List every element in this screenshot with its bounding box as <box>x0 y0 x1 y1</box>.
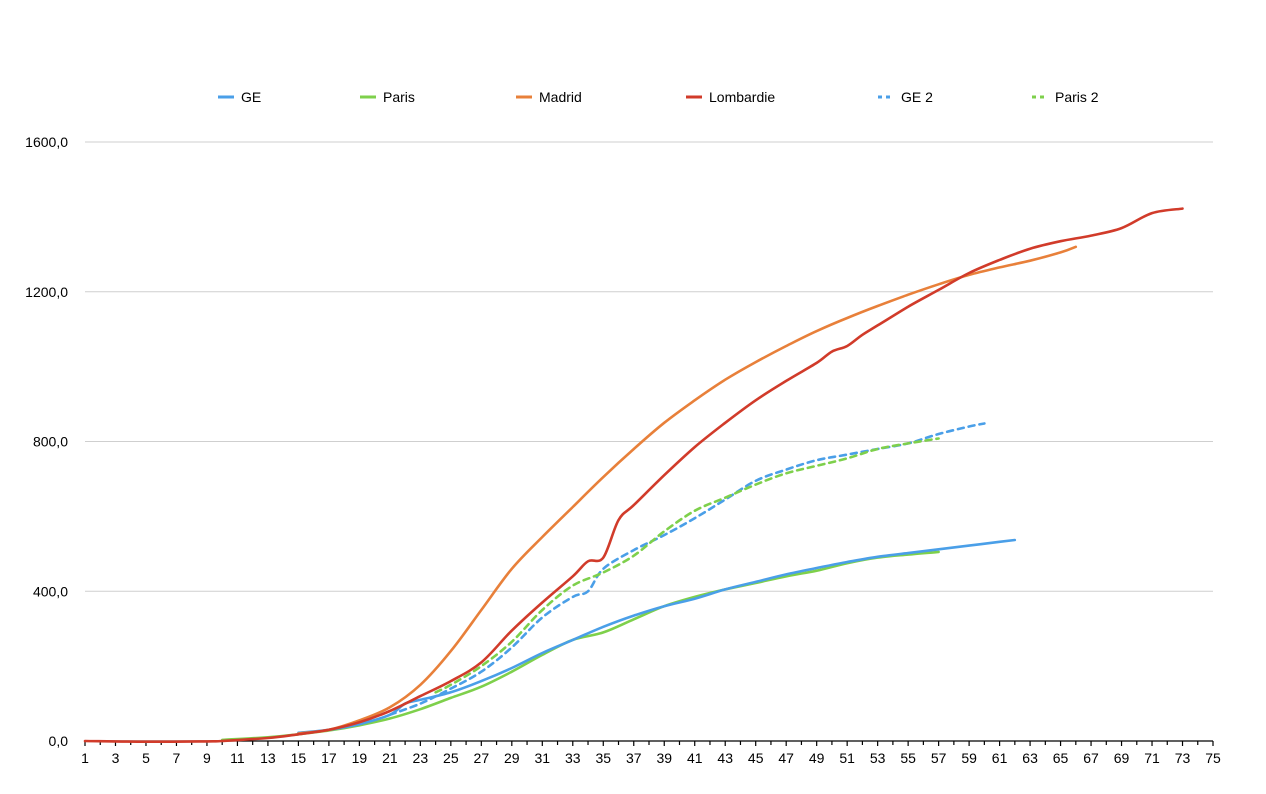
x-tick-label: 75 <box>1205 750 1221 766</box>
x-tick-label: 43 <box>717 750 733 766</box>
x-tick-label: 55 <box>900 750 916 766</box>
x-tick-label: 69 <box>1114 750 1130 766</box>
series-line-madrid <box>297 245 1078 735</box>
x-tick-label: 21 <box>382 750 398 766</box>
x-tick-label: 15 <box>291 750 307 766</box>
y-axis: 0,0 400,0 800,0 1200,0 1600,0 <box>25 134 68 749</box>
x-tick-label: 49 <box>809 750 825 766</box>
x-tick-label: 59 <box>961 750 977 766</box>
legend-label: Madrid <box>539 89 582 105</box>
x-tick-label: 71 <box>1144 750 1160 766</box>
x-tick-label: 5 <box>142 750 150 766</box>
x-tick-label: 39 <box>656 750 672 766</box>
series-line-lombardie <box>83 207 1184 744</box>
x-tick-label: 29 <box>504 750 520 766</box>
x-tick-label: 27 <box>474 750 490 766</box>
x-tick-label: 25 <box>443 750 459 766</box>
y-tick-label: 0,0 <box>49 733 69 749</box>
legend-label: GE <box>241 89 261 105</box>
x-tick-label: 31 <box>535 750 551 766</box>
y-tick-label: 800,0 <box>33 434 68 450</box>
x-tick-label: 67 <box>1083 750 1099 766</box>
series-line-paris-2 <box>434 437 940 694</box>
legend-label: GE 2 <box>901 89 933 105</box>
legend: GE Paris Madrid Lombardie GE 2 Paris 2 <box>218 89 1099 105</box>
x-tick-label: 9 <box>203 750 211 766</box>
legend-item-ge: GE <box>218 89 261 105</box>
series-line-paris <box>220 550 940 742</box>
x-tick-label: 23 <box>413 750 429 766</box>
x-tick-label: 11 <box>230 750 245 766</box>
x-tick-label: 17 <box>321 750 337 766</box>
x-tick-label: 13 <box>260 750 276 766</box>
y-tick-label: 1600,0 <box>25 134 68 150</box>
x-tick-label: 73 <box>1175 750 1191 766</box>
x-tick-label: 63 <box>1022 750 1038 766</box>
legend-label: Paris 2 <box>1055 89 1099 105</box>
x-tick-label: 57 <box>931 750 947 766</box>
x-tick-label: 3 <box>112 750 120 766</box>
x-tick-label: 1 <box>81 750 89 766</box>
x-tick-label: 35 <box>595 750 611 766</box>
y-tick-label: 1200,0 <box>25 284 68 300</box>
x-tick-label: 19 <box>352 750 368 766</box>
legend-item-lombardie: Lombardie <box>686 89 775 105</box>
gridlines <box>85 141 1213 592</box>
legend-label: Lombardie <box>709 89 775 105</box>
x-tick-label: 51 <box>839 750 855 766</box>
series-layer <box>83 207 1184 744</box>
x-tick-label: 53 <box>870 750 886 766</box>
x-tick-label: 65 <box>1053 750 1069 766</box>
x-tick-label: 33 <box>565 750 581 766</box>
legend-item-madrid: Madrid <box>516 89 582 105</box>
x-tick-label: 7 <box>173 750 181 766</box>
legend-label: Paris <box>383 89 415 105</box>
x-tick-label: 61 <box>992 750 1008 766</box>
x-tick-label: 45 <box>748 750 764 766</box>
legend-item-ge-2: GE 2 <box>878 89 933 105</box>
x-axis: 1 3 5 7 9 11 13 15 17 19 21 23 25 27 29 31 33 35 37 39 41 43 4… <box>81 740 1221 766</box>
legend-item-paris-2: Paris 2 <box>1032 89 1099 105</box>
y-tick-label: 400,0 <box>33 583 68 599</box>
x-tick-label: 37 <box>626 750 642 766</box>
x-tick-label: 47 <box>778 750 794 766</box>
x-tick-label: 41 <box>687 750 703 766</box>
series-line-ge-2 <box>388 422 986 717</box>
legend-item-paris: Paris <box>360 89 415 105</box>
